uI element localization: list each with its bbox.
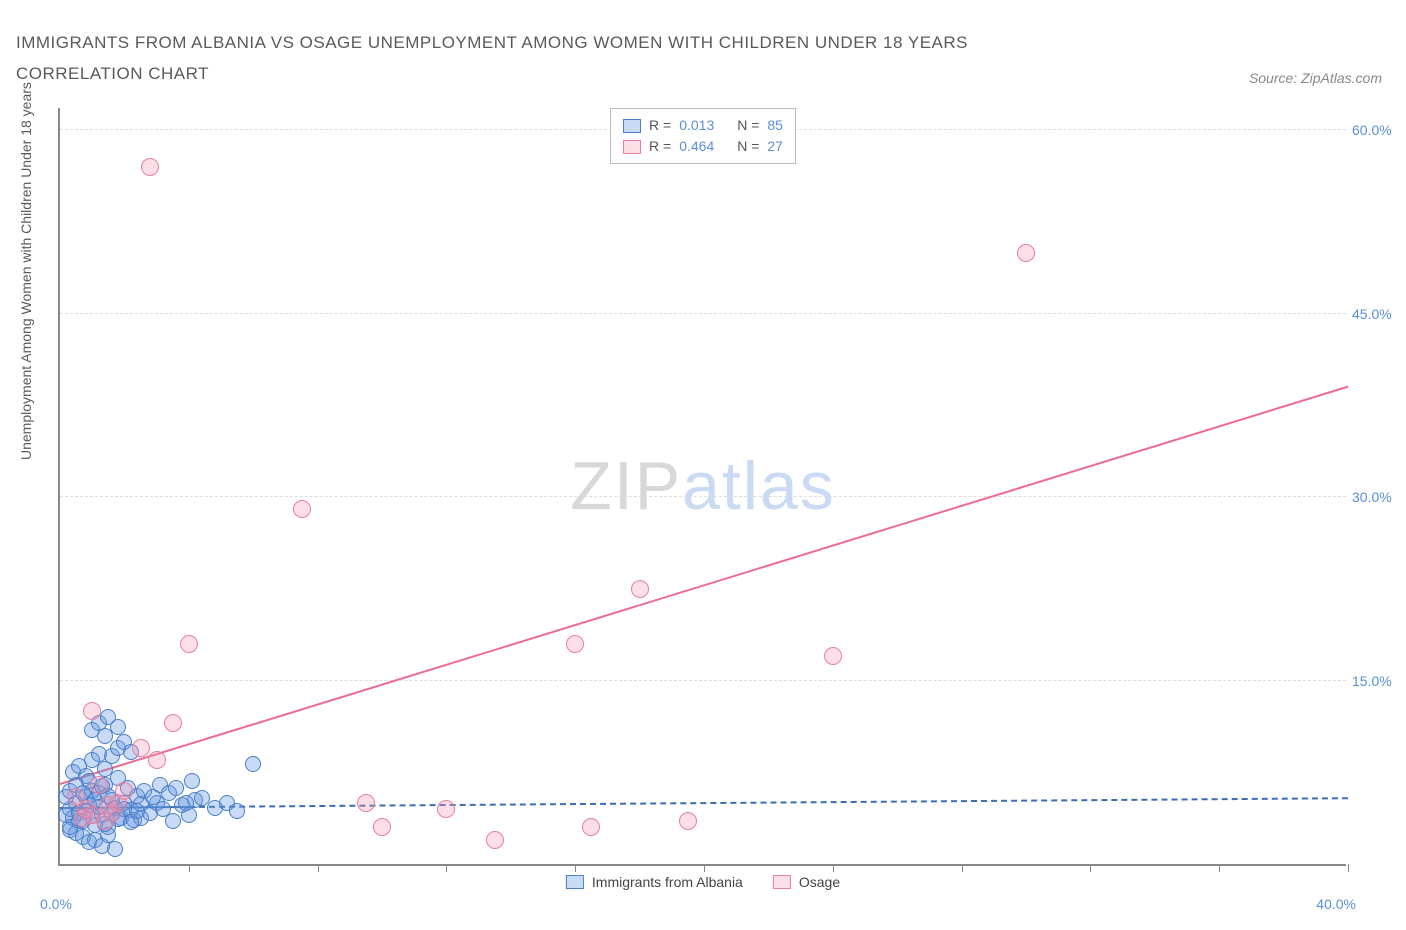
legend-n-label: N = (737, 136, 759, 157)
y-tick-label: 15.0% (1352, 673, 1404, 689)
data-point (164, 714, 182, 732)
legend-series-label: Osage (799, 874, 840, 890)
y-axis-title: Unemployment Among Women with Children U… (18, 82, 34, 460)
data-point (245, 756, 261, 772)
data-point (67, 788, 85, 806)
data-point (486, 831, 504, 849)
gridline (60, 313, 1346, 314)
source-label: Source: ZipAtlas.com (1249, 70, 1382, 86)
data-point (357, 794, 375, 812)
data-point (373, 818, 391, 836)
data-point (582, 818, 600, 836)
data-point (180, 635, 198, 653)
legend-correlation: R = 0.013 N = 85 R = 0.464 N = 27 (610, 108, 796, 164)
legend-series-label: Immigrants from Albania (592, 874, 743, 890)
legend-r-value: 0.013 (679, 115, 729, 136)
data-point (129, 803, 145, 819)
data-point (83, 702, 101, 720)
x-tick (833, 864, 834, 872)
data-point (437, 800, 455, 818)
legend-swatch (623, 140, 641, 154)
data-point (115, 782, 133, 800)
data-point (168, 780, 184, 796)
x-tick (575, 864, 576, 872)
gridline (60, 496, 1346, 497)
legend-swatch (566, 875, 584, 889)
legend-r-label: R = (649, 136, 671, 157)
data-point (103, 804, 121, 822)
data-point (631, 580, 649, 598)
data-point (107, 841, 123, 857)
x-axis-label-min: 0.0% (40, 896, 72, 912)
x-tick (704, 864, 705, 872)
data-point (566, 635, 584, 653)
x-tick (962, 864, 963, 872)
legend-bottom-item: Osage (773, 874, 840, 890)
x-tick (318, 864, 319, 872)
data-point (229, 803, 245, 819)
legend-r-label: R = (649, 115, 671, 136)
data-point (148, 751, 166, 769)
x-tick (446, 864, 447, 872)
watermark: ZIPatlas (570, 447, 835, 525)
data-point (132, 739, 150, 757)
x-tick (1090, 864, 1091, 872)
legend-bottom-item: Immigrants from Albania (566, 874, 743, 890)
y-tick-label: 30.0% (1352, 489, 1404, 505)
data-point (141, 158, 159, 176)
gridline (60, 680, 1346, 681)
data-point (97, 728, 113, 744)
x-tick (189, 864, 190, 872)
legend-swatch (773, 875, 791, 889)
data-point (90, 776, 108, 794)
data-point (679, 812, 697, 830)
legend-n-value: 27 (767, 136, 783, 157)
data-point (824, 647, 842, 665)
y-tick-label: 45.0% (1352, 306, 1404, 322)
y-tick-label: 60.0% (1352, 122, 1404, 138)
watermark-zip: ZIP (570, 448, 682, 524)
data-point (165, 813, 181, 829)
data-point (74, 809, 92, 827)
data-point (293, 500, 311, 518)
legend-r-value: 0.464 (679, 136, 729, 157)
x-tick (1348, 864, 1349, 872)
legend-swatch (623, 119, 641, 133)
chart-title: IMMIGRANTS FROM ALBANIA VS OSAGE UNEMPLO… (16, 28, 1096, 89)
legend-n-value: 85 (767, 115, 783, 136)
data-point (1017, 244, 1035, 262)
x-axis-label-max: 40.0% (1316, 896, 1356, 912)
trendline-solid (60, 385, 1349, 784)
data-point (184, 773, 200, 789)
legend-row: R = 0.013 N = 85 (623, 115, 783, 136)
legend-row: R = 0.464 N = 27 (623, 136, 783, 157)
legend-n-label: N = (737, 115, 759, 136)
watermark-atlas: atlas (682, 448, 836, 524)
data-point (178, 795, 194, 811)
x-tick (1219, 864, 1220, 872)
legend-series: Immigrants from Albania Osage (566, 874, 840, 890)
plot-area: ZIPatlas R =0.013N =85R =0.464N =27 Immi… (58, 108, 1346, 866)
